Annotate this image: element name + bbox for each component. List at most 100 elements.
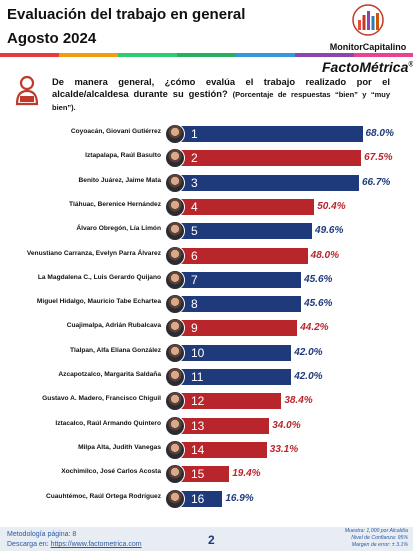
bar-chart-logo-icon [352, 4, 384, 36]
avatar [165, 464, 185, 485]
category-label: Miguel Hidalgo, Mauricio Tabe Echartea [36, 298, 161, 306]
chart-row: Cuauhtémoc, Raúl Ortega Rodríguez 16 16.9% [0, 488, 413, 510]
rank-label: 9 [191, 321, 198, 336]
avatar [165, 391, 185, 412]
category-label: Milpa Alta, Judith Vanegas [78, 443, 161, 451]
chart-row: Gustavo A. Madero, Francisco Chíguil 12 38… [0, 390, 413, 412]
value-label: 42.0% [294, 371, 323, 382]
stripe-segment [295, 53, 354, 57]
value-label: 48.0% [310, 249, 340, 261]
avatar [165, 367, 185, 387]
avatar [165, 439, 185, 460]
category-label: Iztapalapa, Raúl Basulto [85, 152, 161, 160]
bar [176, 174, 359, 191]
value-label: 68.0% [365, 128, 394, 139]
bar [176, 466, 230, 483]
value-label: 45.6% [304, 298, 333, 310]
chart-row: La Magdalena C., Luis Gerardo Quijano 7 45… [0, 269, 413, 291]
chart-row: Tlalpan, Alfa Eliana González 10 42.0% [0, 342, 413, 364]
chart-row: Coyoacán, Giovani Gutiérrez 1 68.0% [0, 123, 413, 145]
stripe-segment [236, 53, 295, 57]
value-label: 44.2% [300, 322, 329, 334]
rank-label: 1 [191, 127, 198, 141]
chart-row: Iztacalco, Raúl Armando Quintero 13 34.0% [0, 415, 413, 437]
avatar [165, 294, 185, 315]
avatar [165, 342, 185, 363]
avatar [165, 488, 185, 509]
rank-label: 14 [191, 442, 205, 457]
chart-row: Milpa Alta, Judith Vanegas 14 33.1% [0, 439, 413, 461]
bar [176, 417, 270, 434]
person-question-icon [15, 75, 39, 106]
page-subtitle-date: Agosto 2024 [7, 30, 97, 47]
bar [176, 344, 292, 361]
sample-size: Muestra: 1,000 por Alcaldía [344, 528, 408, 534]
avatar [165, 245, 185, 266]
rank-label: 13 [191, 418, 205, 433]
bar [176, 441, 267, 458]
download-link[interactable]: https://www.factometrica.com [50, 541, 142, 548]
rank-label: 15 [191, 467, 205, 482]
footer-band [0, 527, 413, 551]
download-note: Descarga en: https://www.factometrica.co… [7, 541, 142, 548]
brand-name: MonitorCapitalino [329, 42, 407, 52]
category-label: Coyoacán, Giovani Gutiérrez [70, 128, 161, 135]
rank-label: 6 [191, 248, 198, 263]
methodology-note: Metodología página: 8 [7, 531, 77, 538]
value-label: 42.0% [294, 346, 323, 358]
page-title: Evaluación del trabajo en general [7, 6, 246, 23]
chart-row: Cuajimalpa, Adrián Rubalcava 9 44.2% [0, 317, 413, 339]
avatar [165, 318, 185, 339]
bar [176, 320, 298, 337]
bar [176, 393, 282, 410]
category-label: Tláhuac, Berenice Hernández [69, 200, 161, 208]
chart-row: Miguel Hidalgo, Mauricio Tabe Echartea 8 4… [0, 293, 413, 315]
value-label: 45.6% [304, 273, 333, 285]
confidence-level: Nivel de Confianza: 95% [351, 535, 408, 541]
stripe-segment [59, 53, 118, 57]
category-label: Iztacalco, Raúl Armando Quintero [55, 419, 161, 427]
avatar [165, 221, 185, 242]
value-label: 16.9% [225, 492, 254, 504]
bar [176, 296, 302, 313]
bar [176, 198, 315, 215]
color-stripe [0, 53, 413, 57]
stripe-segment [177, 53, 236, 57]
bar [176, 369, 292, 385]
category-label: Gustavo A. Madero, Francisco Chíguil [42, 395, 161, 403]
rank-label: 8 [191, 297, 198, 312]
avatar [165, 124, 185, 144]
bar [176, 490, 223, 507]
bar [176, 247, 308, 264]
value-label: 19.4% [232, 468, 261, 480]
question-text: De manera general, ¿cómo evalúa el traba… [52, 76, 390, 99]
rank-label: 5 [191, 224, 198, 239]
avatar [165, 415, 185, 436]
value-label: 34.0% [272, 419, 301, 431]
rank-label: 4 [191, 199, 198, 214]
bar [176, 271, 302, 288]
stripe-segment [0, 53, 59, 57]
value-label: 38.4% [284, 395, 313, 407]
chart-row: Álvaro Obregón, Lía Limón 5 49.6% [0, 220, 413, 242]
survey-metadata: Muestra: 1,000 por Alcaldía Nivel de Con… [345, 528, 408, 549]
value-label: 49.6% [315, 225, 344, 237]
chart-row: Benito Juárez, Jaime Mata 3 66.7% [0, 172, 413, 194]
avatar [165, 148, 185, 169]
rank-label: 11 [191, 370, 204, 384]
brand-logo: MonitorCapitalino [328, 4, 408, 52]
avatar [165, 196, 185, 217]
value-label: 50.4% [317, 200, 346, 212]
category-label: Azcapotzalco, Margarita Saldaña [58, 371, 161, 378]
avatar [165, 172, 185, 193]
rank-label: 10 [191, 345, 205, 360]
survey-question: De manera general, ¿cómo evalúa el traba… [52, 76, 390, 114]
bar [176, 126, 363, 142]
category-label: Cuauhtémoc, Raúl Ortega Rodríguez [45, 492, 161, 500]
category-label: Álvaro Obregón, Lía Limón [76, 225, 161, 233]
rank-label: 7 [191, 272, 198, 287]
chart-row: Venustiano Carranza, Evelyn Parra Álvare… [0, 245, 413, 267]
chart-row: Azcapotzalco, Margarita Saldaña 11 42.0% [0, 366, 413, 388]
rank-label: 16 [191, 491, 205, 506]
category-label: Cuajimalpa, Adrián Rubalcava [66, 322, 161, 330]
